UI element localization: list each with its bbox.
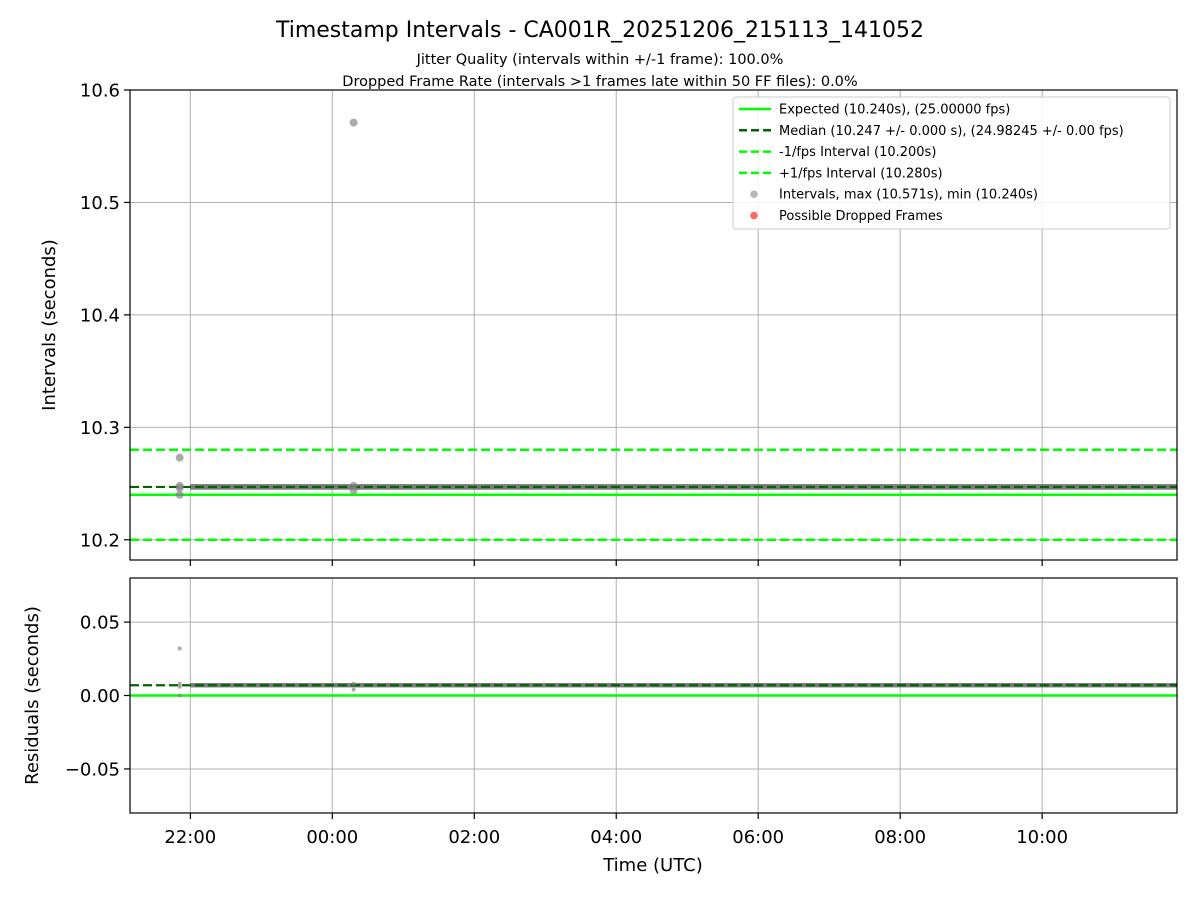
jitter-quality-subtitle: Jitter Quality (intervals within +/-1 fr…: [416, 52, 784, 68]
top-y-tick-label: 10.5: [80, 193, 120, 214]
bottom-interval-point: [177, 684, 182, 689]
bottom-interval-point: [177, 693, 182, 698]
legend-entry-label: Possible Dropped Frames: [779, 209, 943, 224]
residuals-panel: 0.05 0.00 −0.05 22:00 00:00 02:00 04:00 06:00 08…: [65, 577, 1178, 848]
x-axis-label: Time (UTC): [602, 855, 703, 876]
legend-entry-label: Expected (10.240s), (25.00000 fps): [779, 103, 1010, 118]
top-y-tick-label: 10.3: [80, 418, 120, 439]
dropped-frame-rate-subtitle: Dropped Frame Rate (intervals >1 frames …: [342, 74, 857, 90]
top-interval-point: [175, 484, 184, 493]
bottom-interval-point: [351, 681, 356, 686]
bottom-interval-point: [177, 681, 182, 686]
x-tick-label: 06:00: [732, 827, 784, 848]
bottom-y-tick-label: 0.05: [80, 613, 120, 634]
top-interval-point: [349, 118, 358, 127]
legend-box: [732, 96, 1171, 230]
legend-entry-label: Intervals, max (10.571s), min (10.240s): [779, 188, 1038, 203]
x-tick-label: 08:00: [874, 827, 926, 848]
top-y-tick-label: 10.4: [80, 305, 120, 326]
chart-title: Timestamp Intervals - CA001R_20251206_21…: [275, 18, 924, 43]
top-interval-point: [349, 486, 358, 495]
legend: Expected (10.240s), (25.00000 fps) Median…: [732, 96, 1171, 230]
x-tick-label: 10:00: [1016, 827, 1068, 848]
top-interval-point: [175, 453, 184, 462]
top-y-tick-label: 10.2: [80, 530, 120, 551]
legend-entry-label: Median (10.247 +/- 0.000 s), (24.98245 +…: [779, 124, 1124, 139]
legend-entry-label: +1/fps Interval (10.280s): [779, 166, 943, 181]
legend-entry-label: -1/fps Interval (10.200s): [779, 145, 936, 160]
legend-swatch-dot: [750, 211, 758, 220]
bottom-y-tick-label: 0.00: [80, 686, 120, 707]
top-interval-point: [175, 490, 184, 499]
bottom-interval-point: [351, 687, 356, 692]
x-tick-label: 22:00: [164, 827, 216, 848]
legend-swatch-dot: [750, 190, 758, 198]
top-plot-frame: [129, 89, 1178, 561]
residuals-y-axis-label: Residuals (seconds): [22, 606, 43, 785]
x-tick-label: 02:00: [448, 827, 500, 848]
intervals-y-axis-label: Intervals (seconds): [39, 239, 60, 411]
top-y-tick-label: 10.6: [80, 81, 120, 102]
bottom-plot-area: [130, 578, 1177, 813]
x-tick-label: 00:00: [306, 827, 358, 848]
bottom-y-tick-label: −0.05: [65, 759, 120, 780]
bottom-interval-point: [177, 646, 182, 651]
x-tick-label: 04:00: [590, 827, 642, 848]
